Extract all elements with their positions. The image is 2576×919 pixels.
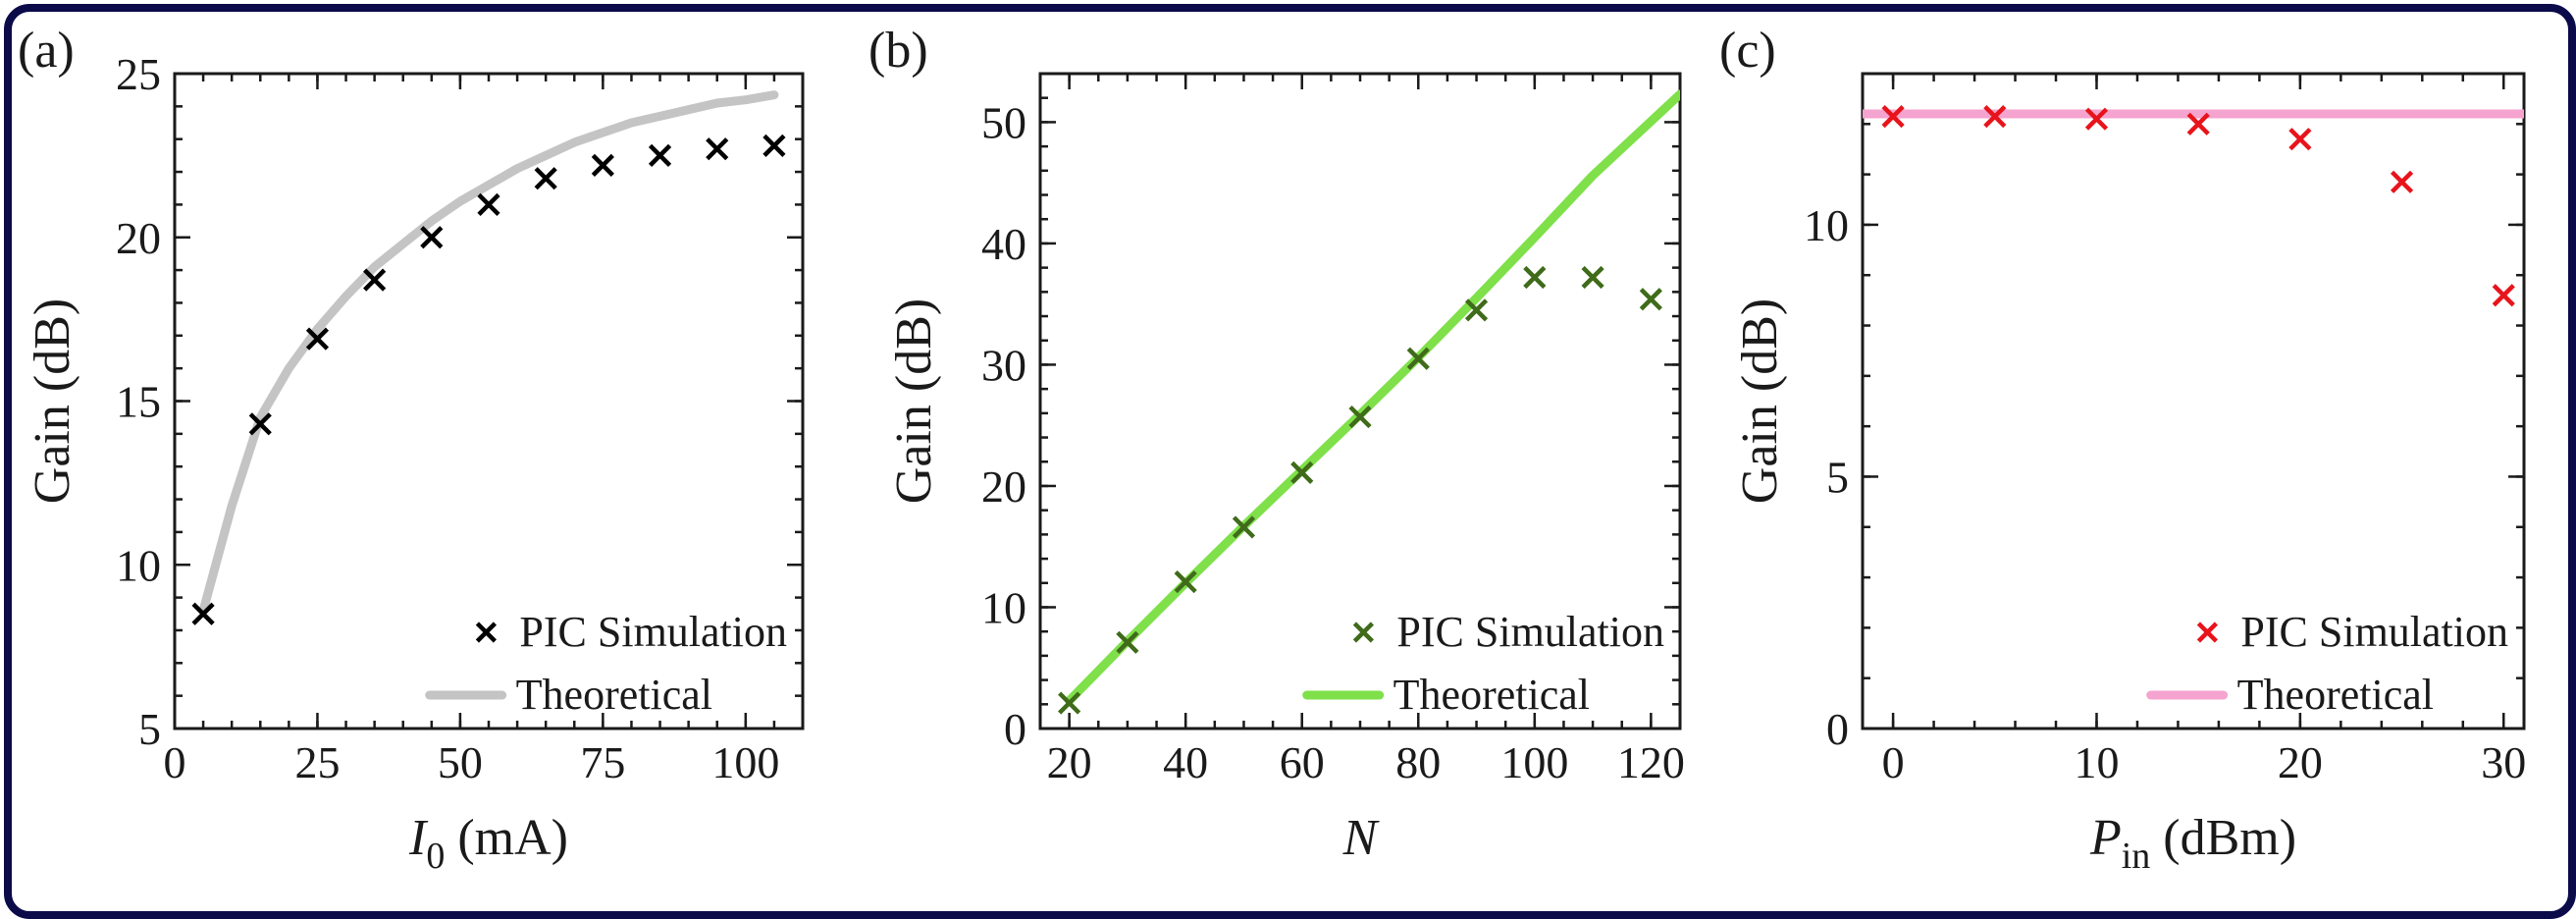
panel-label: (b) (868, 23, 928, 79)
x-tick-label: 0 (164, 737, 186, 787)
pic-simulation-point (2186, 112, 2210, 135)
pic-simulation-point (1581, 265, 1604, 290)
pic-simulation-point (2288, 128, 2312, 151)
legend-marker-pic (1352, 622, 1375, 643)
y-axis-label: Gain (dB) (1732, 298, 1788, 504)
pic-simulation-point (1116, 630, 1139, 654)
pic-simulation-point (1406, 347, 1430, 370)
pic-simulation-point (191, 602, 215, 625)
x-axis-label-unit: (mA) (445, 810, 568, 866)
y-tick-label: 20 (981, 461, 1026, 512)
pic-simulation-series (191, 134, 786, 625)
y-tick-label: 0 (1826, 704, 1849, 754)
x-tick-label: 25 (294, 737, 340, 787)
x-tick-label: 30 (2481, 737, 2526, 787)
pic-simulation-point (1983, 105, 2007, 129)
pic-simulation-point (248, 412, 272, 436)
panel-label: (a) (18, 23, 75, 79)
x-tick-label: 120 (1617, 737, 1685, 787)
y-tick-label: 40 (981, 219, 1026, 269)
x-axis-label-symbol: I (408, 810, 429, 866)
x-tick-label: 0 (1882, 737, 1905, 787)
x-axis-label-symbol: N (1342, 810, 1381, 866)
figure-frame (4, 4, 2576, 919)
pic-simulation-point (706, 137, 729, 161)
x-axis-label: N (1342, 810, 1381, 866)
legend-label-pic: PIC Simulation (1396, 608, 1664, 656)
legend-label-pic: PIC Simulation (519, 608, 787, 656)
x-tick-label: 100 (711, 737, 779, 787)
legend-marker-pic (2196, 622, 2219, 643)
pic-simulation-point (477, 192, 500, 216)
pic-simulation-point (2084, 107, 2109, 131)
legend-marker-pic (475, 622, 497, 643)
x-axis-label: I0 (mA) (408, 810, 568, 877)
legend-label-pic: PIC Simulation (2240, 608, 2508, 656)
x-tick-label: 100 (1500, 737, 1568, 787)
pic-simulation-point (1290, 460, 1314, 484)
pic-simulation-point (591, 153, 614, 177)
y-tick-label: 0 (1004, 704, 1026, 754)
x-tick-label: 20 (1047, 737, 1092, 787)
pic-simulation-point (1881, 105, 1905, 129)
theoretical-series-line (198, 90, 779, 616)
pic-simulation-series (1881, 105, 2515, 307)
legend-label-theoretical: Theoretical (516, 671, 712, 719)
pic-simulation-point (762, 134, 786, 157)
x-tick-label: 60 (1280, 737, 1325, 787)
pic-simulation-point (1464, 298, 1489, 322)
chart-panel-3: 0 10 20 30 0 5 10 PIC Simulation Theoretical (c) G… (1719, 23, 2526, 877)
pic-simulation-point (305, 327, 330, 351)
x-axis-label: Pin (dBm) (2089, 810, 2296, 877)
chart-panel-2: 20 40 60 80 100 120 0 10 20 30 40 50 PIC Simulation T… (868, 23, 1685, 866)
x-axis-label-subscript: 0 (426, 836, 445, 877)
y-axis-label: Gain (dB) (25, 298, 80, 504)
pic-simulation-point (1174, 569, 1197, 594)
pic-simulation-point (1523, 265, 1547, 290)
pic-simulation-point (1639, 288, 1662, 311)
x-tick-label: 10 (2074, 737, 2119, 787)
pic-simulation-point (420, 226, 444, 249)
chart-panel-1: 0 25 50 75 100 5 10 15 20 25 PIC Simulation Theoret… (18, 23, 805, 877)
pic-simulation-point (648, 143, 672, 167)
y-tick-label: 50 (981, 97, 1026, 147)
y-axis-label: Gain (dB) (886, 298, 942, 504)
y-tick-label: 5 (138, 704, 161, 754)
pic-simulation-point (1058, 691, 1081, 715)
y-tick-label: 30 (981, 340, 1026, 390)
axes-box (1861, 72, 2526, 730)
x-axis-label-unit: (dBm) (2150, 810, 2296, 866)
x-tick-label: 40 (1163, 737, 1208, 787)
x-tick-label: 20 (2278, 737, 2323, 787)
pic-simulation-series (1058, 265, 1662, 715)
y-tick-label: 10 (1804, 200, 1849, 250)
legend-label-theoretical: Theoretical (1393, 671, 1590, 719)
pic-simulation-point (1348, 405, 1372, 429)
y-tick-label: 25 (116, 49, 161, 99)
x-tick-label: 75 (580, 737, 625, 787)
pic-simulation-point (534, 167, 557, 190)
x-tick-label: 80 (1395, 737, 1441, 787)
x-axis-label-symbol: P (2089, 810, 2122, 866)
pic-simulation-point (2390, 170, 2414, 193)
y-tick-label: 10 (981, 582, 1026, 632)
x-axis-label-subscript: in (2122, 836, 2151, 877)
panel-label: (c) (1719, 23, 1776, 79)
y-tick-label: 20 (116, 213, 161, 263)
y-tick-label: 15 (116, 377, 161, 427)
y-tick-label: 5 (1826, 452, 1849, 502)
y-tick-label: 10 (116, 540, 161, 590)
legend-label-theoretical: Theoretical (2237, 671, 2434, 719)
pic-simulation-point (2492, 284, 2515, 307)
pic-simulation-point (363, 268, 387, 292)
pic-simulation-point (1232, 515, 1256, 539)
x-tick-label: 50 (438, 737, 483, 787)
